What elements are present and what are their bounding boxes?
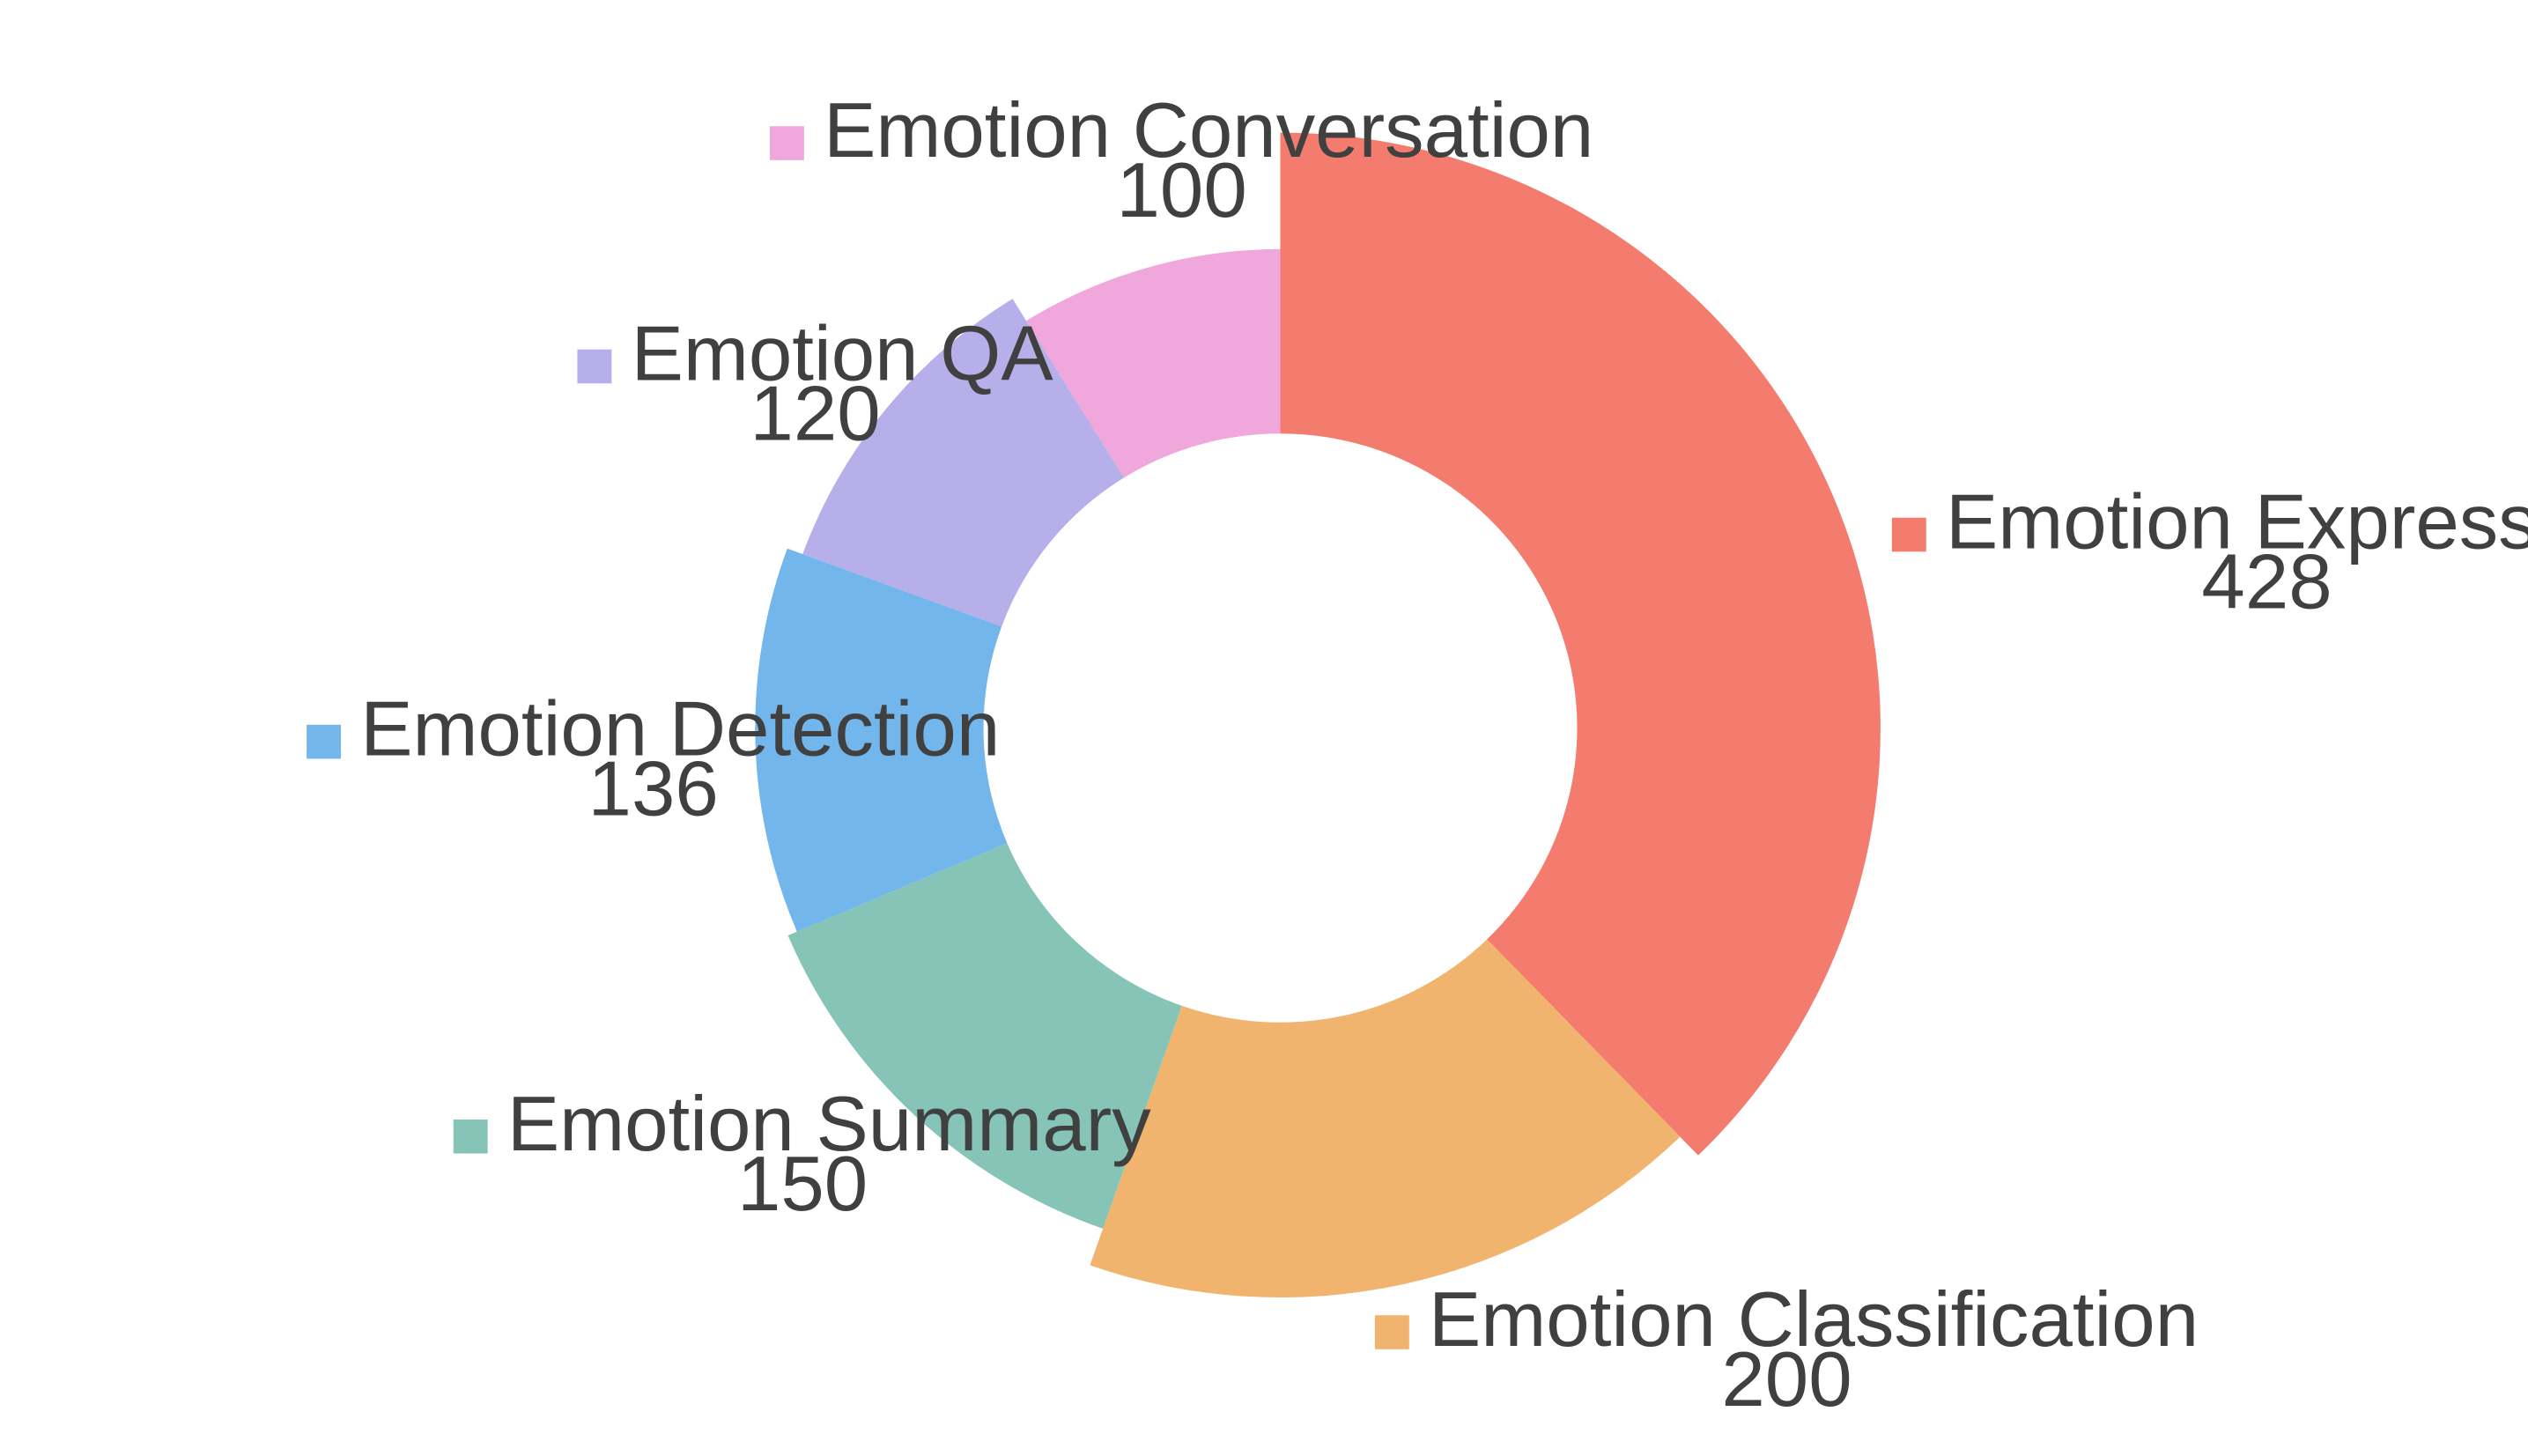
slice-emotion-summary	[787, 843, 1182, 1229]
data-label-emotion-expression: Emotion Expression428	[1891, 478, 2528, 625]
slice-emotion-qa	[802, 299, 1125, 627]
label-category: Emotion Classification	[1429, 1275, 2199, 1363]
label-category: Emotion Detection	[360, 685, 1000, 772]
label-swatch	[453, 1119, 488, 1154]
label-value: 100	[1116, 146, 1246, 233]
label-swatch	[577, 349, 612, 384]
label-swatch	[307, 724, 341, 759]
label-value: 150	[737, 1140, 868, 1227]
label-swatch	[769, 126, 804, 160]
label-category: Emotion Conversation	[824, 86, 1593, 174]
slice-emotion-conversation	[1026, 248, 1281, 478]
label-value: 120	[750, 370, 880, 457]
label-category: Emotion QA	[632, 310, 1053, 397]
slice-emotion-classification	[1090, 939, 1681, 1298]
label-value: 428	[2201, 538, 2332, 625]
label-category: Emotion Expression	[1946, 478, 2528, 565]
label-swatch	[1374, 1315, 1409, 1349]
label-value: 200	[1721, 1335, 1852, 1423]
label-value: 136	[588, 745, 719, 832]
label-swatch	[1891, 517, 1926, 552]
slice-emotion-detection	[755, 548, 1008, 932]
slice-emotion-expression	[1280, 132, 1881, 1156]
label-category: Emotion Summary	[507, 1080, 1152, 1167]
